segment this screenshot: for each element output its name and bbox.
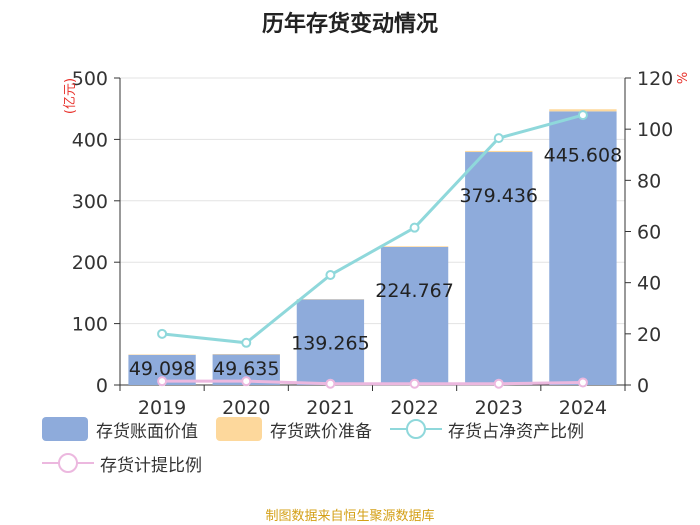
grid-lines bbox=[120, 77, 625, 325]
legend-label: 存货账面价值 bbox=[96, 421, 198, 442]
bar-book-value bbox=[296, 299, 365, 385]
legend-item[interactable]: 存货计提比例 bbox=[42, 446, 202, 480]
legend-label: 存货计提比例 bbox=[100, 455, 202, 476]
provision-ratio-point bbox=[577, 377, 588, 388]
net-asset-ratio-line bbox=[161, 113, 584, 345]
provision-ratio-point bbox=[493, 378, 504, 389]
left-axis-tick-label: 400 bbox=[72, 129, 108, 151]
data-label: 224.767 bbox=[375, 280, 454, 302]
net-asset-ratio-point bbox=[325, 269, 336, 280]
legend-label: 存货跌价准备 bbox=[270, 421, 372, 442]
right-axis-tick-label: 0 bbox=[637, 375, 649, 397]
provision-ratio-point bbox=[409, 378, 420, 389]
bar-swatch-icon bbox=[216, 417, 262, 441]
net-asset-ratio-point bbox=[409, 222, 420, 233]
right-axis-tick-label: 80 bbox=[637, 170, 661, 192]
data-labels: 49.098 49.635 139.265 224.767 379.436 445.608 bbox=[129, 144, 622, 380]
bar-book-value bbox=[465, 152, 533, 385]
legend-item[interactable]: 存货账面价值 bbox=[42, 412, 198, 446]
bar-book-value bbox=[549, 111, 617, 385]
x-axis-tick-label: 2019 bbox=[138, 397, 186, 419]
x-axis-tick-label: 2021 bbox=[306, 397, 354, 419]
provision-ratio-point bbox=[241, 376, 252, 387]
data-label: 445.608 bbox=[544, 144, 623, 166]
left-axis-tick-label: 500 bbox=[72, 68, 108, 90]
x-axis-tick-label: 2024 bbox=[559, 397, 607, 419]
legend-item[interactable]: 存货占净资产比例 bbox=[390, 412, 584, 446]
legend-label: 存货占净资产比例 bbox=[448, 421, 584, 442]
right-axis-tick-label: 40 bbox=[637, 273, 661, 295]
net-asset-ratio-point bbox=[493, 133, 504, 144]
x-axis-tick-label: 2023 bbox=[475, 397, 523, 419]
provision-ratio-point bbox=[325, 378, 336, 389]
right-axis-unit-label: % bbox=[676, 72, 691, 84]
chart-title: 历年存货变动情况 bbox=[261, 12, 438, 37]
left-axis-tick-label: 100 bbox=[72, 314, 108, 336]
left-axis-tick-label: 0 bbox=[96, 375, 108, 397]
data-label: 49.635 bbox=[213, 358, 279, 380]
bar-impairment-reserve bbox=[465, 150, 533, 153]
line-marker-icon bbox=[390, 417, 442, 441]
right-axis-tick-label: 60 bbox=[637, 222, 661, 244]
bar-impairment-reserve bbox=[380, 246, 449, 247]
net-asset-ratio-point bbox=[157, 328, 168, 339]
left-axis-unit-label: (亿元) bbox=[63, 78, 78, 114]
line-marker-icon bbox=[42, 451, 94, 475]
net-asset-ratio-point bbox=[241, 337, 252, 348]
x-axis-tick-label: 2022 bbox=[390, 397, 438, 419]
data-label: 379.436 bbox=[459, 185, 538, 207]
line-series bbox=[157, 110, 588, 389]
axes: 0 100 200 300 400 500 0 20 40 60 80 100 120 (亿元) % 2019… bbox=[63, 68, 691, 419]
x-axis-tick-label: 2020 bbox=[222, 397, 270, 419]
right-axis-tick-label: 120 bbox=[637, 68, 673, 90]
right-axis-tick-label: 20 bbox=[637, 324, 661, 346]
provision-ratio-point bbox=[157, 376, 168, 387]
net-asset-ratio-point bbox=[577, 110, 588, 121]
bar-swatch-icon bbox=[42, 417, 88, 441]
data-label: 49.098 bbox=[129, 358, 195, 380]
source-note: 制图数据来自恒生聚源数据库 bbox=[265, 509, 435, 524]
bar-book-value bbox=[380, 246, 449, 385]
left-axis-tick-label: 200 bbox=[72, 252, 108, 274]
provision-ratio-line bbox=[162, 379, 583, 386]
legend-item[interactable]: 存货跌价准备 bbox=[216, 412, 372, 446]
chart-legend: 存货账面价值 存货跌价准备 存货占净资产比例存货计提比例 bbox=[42, 412, 682, 480]
data-label: 139.265 bbox=[291, 332, 370, 354]
left-axis-tick-label: 300 bbox=[72, 191, 108, 213]
right-axis-tick-label: 100 bbox=[637, 119, 673, 141]
